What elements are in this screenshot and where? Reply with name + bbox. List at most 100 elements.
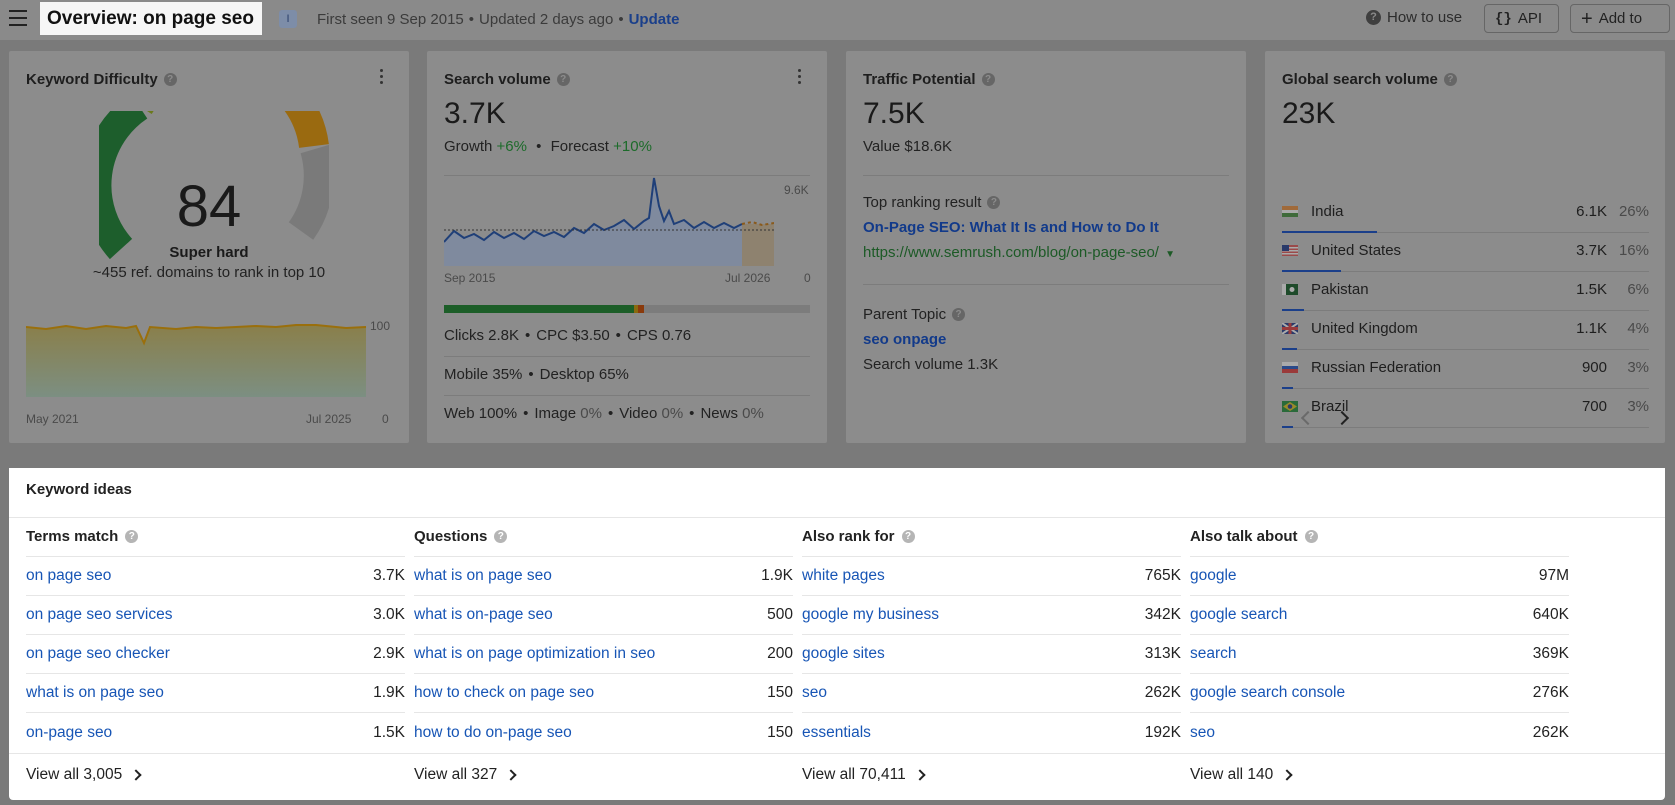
country-row[interactable]: United States 3.7K 16% bbox=[1282, 233, 1649, 272]
clicks-row: Clicks 2.8K • CPC $3.50 • CPS 0.76 bbox=[444, 327, 691, 344]
keyword-link[interactable]: on page seo bbox=[26, 567, 112, 584]
bar-segment-paid bbox=[634, 305, 638, 313]
help-icon[interactable]: ? bbox=[987, 196, 1001, 209]
help-icon[interactable]: ? bbox=[901, 530, 915, 543]
separator-dot: • bbox=[607, 405, 614, 422]
keyword-row: white pages 765K bbox=[802, 557, 1181, 596]
keyword-link[interactable]: what is on page optimization in seo bbox=[414, 645, 656, 662]
separator-dot: • bbox=[536, 138, 542, 155]
view-all-link[interactable]: View all 3,005 bbox=[26, 766, 142, 784]
country-percent: 16% bbox=[1618, 242, 1649, 259]
keyword-link[interactable]: search bbox=[1190, 645, 1237, 662]
page-title: Overview: on page seo bbox=[47, 7, 254, 29]
keyword-link[interactable]: how to do on-page seo bbox=[414, 723, 572, 741]
keyword-link[interactable]: seo bbox=[802, 684, 827, 701]
country-name: United Kingdom bbox=[1311, 320, 1418, 337]
keyword-link[interactable]: what is on-page seo bbox=[414, 606, 553, 623]
keyword-row: how to check on page seo 150 bbox=[414, 674, 793, 713]
help-icon[interactable]: ? bbox=[163, 73, 177, 86]
add-to-button[interactable]: + Add to bbox=[1570, 4, 1670, 33]
view-all-link[interactable]: View all 140 bbox=[1190, 766, 1293, 784]
growth-forecast: Growth +6% • Forecast +10% bbox=[444, 138, 652, 155]
parent-topic-link[interactable]: seo onpage bbox=[863, 331, 947, 348]
country-row[interactable]: Brazil 700 3% bbox=[1282, 389, 1649, 428]
country-row[interactable]: Pakistan 1.5K 6% bbox=[1282, 272, 1649, 311]
column-heading-text: Also talk about bbox=[1190, 528, 1298, 545]
growth-value: +6% bbox=[496, 138, 527, 155]
keyword-row: what is on page seo 1.9K bbox=[26, 674, 405, 713]
country-row[interactable]: Russian Federation 900 3% bbox=[1282, 350, 1649, 389]
bar-segment-organic bbox=[444, 305, 634, 313]
update-link[interactable]: Update bbox=[628, 11, 680, 28]
help-icon[interactable]: ? bbox=[952, 308, 966, 321]
top-result-url-link[interactable]: https://www.semrush.com/blog/on-page-seo… bbox=[863, 244, 1175, 261]
column-heading-text: Terms match bbox=[26, 528, 119, 545]
keyword-row: on page seo checker 2.9K bbox=[26, 635, 405, 674]
keyword-row: essentials 192K bbox=[802, 713, 1181, 752]
keyword-link[interactable]: on-page seo bbox=[26, 723, 113, 741]
hamburger-menu-icon[interactable] bbox=[9, 10, 27, 26]
help-icon[interactable]: ? bbox=[556, 73, 570, 86]
keyword-row: what is on page seo 1.9K bbox=[414, 557, 793, 596]
country-name: Pakistan bbox=[1311, 281, 1369, 298]
video-label: Video bbox=[619, 405, 658, 422]
mobile-share: Mobile 35% bbox=[444, 366, 523, 383]
help-icon[interactable]: ? bbox=[1443, 73, 1457, 86]
keyword-link[interactable]: essentials bbox=[802, 723, 871, 741]
keyword-row: google search console 276K bbox=[1190, 674, 1569, 713]
caret-down-icon[interactable]: ▼ bbox=[1165, 249, 1176, 260]
keyword-ideas-column: Questions? what is on page seo 1.9K what is… bbox=[414, 517, 793, 752]
growth-label: Growth bbox=[444, 138, 493, 155]
view-all-link[interactable]: View all 70,411 bbox=[802, 766, 926, 784]
keyword-link[interactable]: what is on page seo bbox=[26, 684, 164, 701]
updated-at: Updated 2 days ago bbox=[479, 11, 614, 28]
help-icon[interactable]: ? bbox=[981, 73, 995, 86]
keyword-link[interactable]: seo bbox=[1190, 723, 1215, 741]
api-label: API bbox=[1517, 10, 1542, 27]
top-result-title-link[interactable]: On-Page SEO: What It Is and How to Do It bbox=[863, 219, 1159, 236]
keyword-link[interactable]: google search bbox=[1190, 606, 1288, 623]
help-icon[interactable]: ? bbox=[125, 530, 139, 543]
country-name: Brazil bbox=[1311, 398, 1349, 415]
more-options-icon[interactable] bbox=[797, 69, 803, 87]
intent-badge[interactable]: I bbox=[279, 10, 297, 28]
country-share-bar bbox=[1282, 270, 1341, 272]
help-icon[interactable]: ? bbox=[1304, 530, 1318, 543]
difficulty-history-chart bbox=[26, 324, 367, 397]
keyword-link[interactable]: google sites bbox=[802, 645, 885, 662]
column-heading-text: Also rank for bbox=[802, 528, 895, 545]
keyword-link[interactable]: on page seo services bbox=[26, 606, 173, 623]
keyword-row: google 97M bbox=[1190, 557, 1569, 596]
keyword-link[interactable]: what is on page seo bbox=[414, 567, 552, 584]
keyword-link[interactable]: white pages bbox=[802, 567, 885, 584]
keyword-row: on page seo services 3.0K bbox=[26, 596, 405, 635]
divider bbox=[9, 753, 1665, 754]
country-volume: 6.1K bbox=[1576, 203, 1607, 220]
keyword-volume: 342K bbox=[1144, 606, 1181, 623]
country-name: Russian Federation bbox=[1311, 359, 1442, 376]
country-row[interactable]: India 6.1K 26% bbox=[1282, 194, 1649, 233]
web-value: 100% bbox=[478, 405, 518, 422]
divider bbox=[9, 517, 1665, 518]
more-options-icon[interactable] bbox=[379, 69, 385, 87]
difficulty-label: Super hard bbox=[169, 244, 249, 261]
how-to-use-link[interactable]: ? How to use bbox=[1366, 9, 1462, 26]
country-row[interactable]: United Kingdom 1.1K 4% bbox=[1282, 311, 1649, 350]
keyword-link[interactable]: google search console bbox=[1190, 684, 1346, 701]
country-percent: 6% bbox=[1627, 281, 1649, 298]
keyword-link[interactable]: google my business bbox=[802, 606, 939, 623]
keyword-link[interactable]: on page seo checker bbox=[26, 645, 170, 662]
keyword-difficulty-card: Keyword Difficulty ? 84 Super hard ~455 … bbox=[9, 51, 409, 443]
keyword-link[interactable]: how to check on page seo bbox=[414, 684, 595, 701]
kd-title: Keyword Difficulty bbox=[26, 71, 158, 88]
keyword-link[interactable]: google bbox=[1190, 567, 1237, 584]
keyword-volume: 3.7K bbox=[373, 567, 405, 584]
view-all-link[interactable]: View all 327 bbox=[414, 766, 517, 784]
flag-icon bbox=[1282, 323, 1298, 334]
separator-dot: • bbox=[523, 405, 529, 422]
keyword-volume: 369K bbox=[1532, 645, 1569, 662]
help-icon[interactable]: ? bbox=[494, 530, 508, 543]
traffic-value: Value $18.6K bbox=[863, 138, 952, 155]
country-volume: 1.1K bbox=[1576, 320, 1607, 337]
api-button[interactable]: {} API bbox=[1484, 4, 1559, 33]
